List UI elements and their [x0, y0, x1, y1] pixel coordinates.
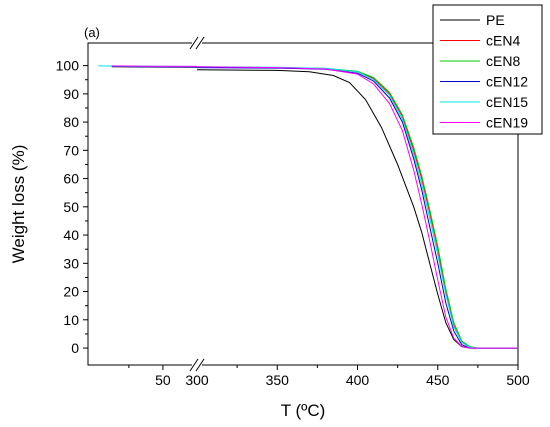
y-tick-label-80: 80 — [63, 114, 79, 130]
x-tick-label-450: 450 — [426, 372, 450, 388]
legend-label-pe: PE — [486, 12, 505, 28]
axis-break-slash — [195, 36, 205, 50]
ticks-layer: 50 300 350 400 450 500 0 10 20 30 40 50 60 70 80 90 100 — [56, 58, 530, 388]
series-line-cen19-right — [196, 66, 518, 349]
legend-label-cen4: cEN4 — [486, 33, 520, 49]
x-tick-label-50: 50 — [155, 372, 171, 388]
legend-label-cen8: cEN8 — [486, 53, 520, 69]
axis-break-slash — [189, 36, 199, 50]
series-layer — [98, 65, 518, 349]
legend-label-cen15: cEN15 — [486, 94, 528, 110]
x-tick-label-350: 350 — [266, 372, 290, 388]
series-line-cen15-right — [196, 66, 518, 349]
y-tick-label-60: 60 — [63, 171, 79, 187]
legend: PE cEN4 cEN8 cEN12 cEN15 cEN19 — [432, 4, 543, 135]
legend-label-cen12: cEN12 — [486, 74, 528, 90]
y-tick-label-0: 0 — [71, 340, 79, 356]
x-tick-label-400: 400 — [346, 372, 370, 388]
legend-label-cen19: cEN19 — [486, 115, 528, 131]
x-axis-title: T (ºC) — [281, 401, 326, 420]
panel-label: (a) — [84, 25, 100, 40]
axis-break-gap — [192, 359, 202, 371]
x-tick-label-300: 300 — [185, 372, 209, 388]
y-tick-label-70: 70 — [63, 142, 79, 158]
axis-break-slash — [195, 358, 205, 372]
y-axis-title: Weight loss (%) — [9, 145, 28, 264]
y-tick-label-20: 20 — [63, 284, 79, 300]
plot-frame — [87, 42, 519, 366]
series-line-pe-right — [196, 69, 518, 349]
series-line-cen19-left — [111, 65, 198, 67]
axis-break-marks — [189, 36, 205, 372]
legend-box — [432, 4, 543, 135]
y-tick-label-100: 100 — [56, 58, 80, 74]
y-tick-label-40: 40 — [63, 227, 79, 243]
y-tick-label-30: 30 — [63, 255, 79, 271]
x-tick-label-500: 500 — [506, 372, 530, 388]
axis-break-slash — [189, 358, 199, 372]
axis-break-gap — [192, 37, 202, 49]
y-tick-label-90: 90 — [63, 86, 79, 102]
y-tick-label-10: 10 — [63, 312, 79, 328]
y-tick-label-50: 50 — [63, 199, 79, 215]
